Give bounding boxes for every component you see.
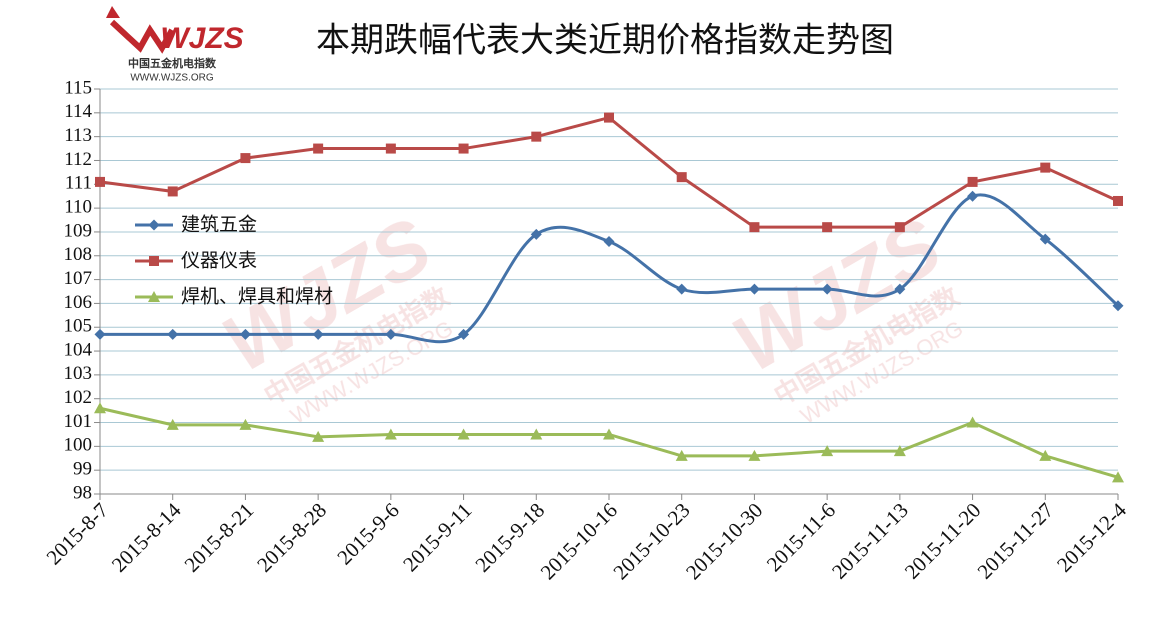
data-point — [748, 449, 761, 461]
y-tick-label: 100 — [64, 435, 93, 456]
x-tick-label: 2015-9-6 — [332, 498, 403, 569]
data-point — [531, 131, 542, 142]
legend-marker — [149, 256, 159, 266]
data-point — [94, 328, 106, 340]
data-point — [240, 153, 251, 164]
data-point — [1040, 162, 1051, 173]
data-point — [894, 222, 905, 233]
x-tick-label: 2015-12-4 — [1052, 498, 1131, 577]
data-point — [166, 418, 179, 430]
data-point — [384, 428, 397, 440]
logo-name: 中国五金机电指数 — [128, 56, 217, 70]
y-tick-label: 103 — [64, 363, 93, 384]
y-tick-label: 114 — [64, 101, 92, 122]
x-tick-label: 2015-10-16 — [536, 498, 622, 584]
data-point — [95, 176, 105, 187]
data-point — [530, 428, 543, 440]
data-point — [821, 283, 833, 295]
x-tick-label: 2015-11-20 — [900, 498, 986, 584]
data-point — [530, 228, 542, 240]
y-tick-label: 99 — [73, 459, 92, 480]
watermark: WJZS 中国五金机电指数 WWW.WJZS.ORG — [718, 200, 967, 428]
data-point — [1039, 233, 1051, 245]
legend-label: 仪器仪表 — [181, 250, 257, 272]
chart-title: 本期跌幅代表大类近期价格指数走势图 — [316, 21, 894, 61]
series-line — [99, 406, 1119, 479]
data-point — [457, 428, 470, 440]
y-tick-label: 102 — [64, 387, 93, 408]
data-point — [821, 445, 834, 457]
data-point — [604, 112, 614, 123]
y-tick-label: 105 — [64, 316, 93, 337]
y-tick-label: 112 — [64, 149, 92, 170]
y-tick-label: 111 — [65, 173, 92, 194]
legend-label: 建筑五金 — [181, 214, 257, 236]
y-tick-label: 109 — [64, 220, 93, 241]
data-point — [239, 328, 251, 340]
watermark: WJZS 中国五金机电指数 WWW.WJZS.ORG — [208, 200, 457, 428]
data-point — [967, 176, 978, 187]
y-tick-label: 104 — [64, 339, 93, 360]
y-tick-label: 108 — [64, 244, 93, 265]
data-point — [676, 283, 688, 295]
data-point — [893, 445, 906, 457]
x-tick-label: 2015-8-7 — [42, 498, 113, 569]
logo-arrowhead — [106, 6, 120, 18]
data-point — [458, 328, 470, 340]
series-line — [99, 115, 1119, 229]
data-point — [385, 143, 396, 154]
logo-arrow — [109, 19, 175, 54]
data-point — [1112, 300, 1124, 312]
x-tick-label: 2015-8-21 — [180, 498, 259, 577]
data-point — [1039, 449, 1052, 461]
data-point — [603, 428, 615, 440]
legend-marker — [148, 291, 160, 302]
data-point — [458, 143, 469, 154]
data-point — [385, 328, 397, 340]
data-point — [313, 143, 324, 154]
data-point — [239, 418, 252, 430]
x-tick-label: 2015-11-27 — [973, 498, 1059, 584]
y-tick-label: 115 — [64, 77, 92, 98]
data-point — [603, 235, 615, 247]
data-point — [748, 283, 760, 295]
legend-label: 焊机、焊具和焊材 — [181, 286, 333, 308]
logo: WJZS 中国五金机电指数 WWW.WJZS.ORG — [106, 6, 244, 84]
y-tick-label: 107 — [64, 268, 93, 289]
y-tick-label: 106 — [64, 292, 93, 313]
data-point — [312, 430, 325, 442]
data-point — [894, 283, 906, 295]
data-point — [676, 172, 687, 183]
data-point — [167, 186, 178, 197]
data-point — [966, 416, 979, 428]
data-point — [675, 449, 688, 461]
y-tick-label: 101 — [64, 411, 93, 432]
data-point — [1113, 195, 1123, 206]
data-point — [749, 222, 760, 233]
data-point — [312, 328, 324, 340]
x-tick-label: 2015-10-30 — [681, 498, 767, 584]
data-point — [967, 190, 979, 202]
x-tick-label: 2015-8-14 — [107, 498, 186, 577]
x-tick-label: 2015-10-23 — [608, 498, 694, 584]
data-point — [167, 328, 179, 340]
data-point — [1112, 471, 1124, 483]
data-point — [94, 402, 106, 414]
legend-marker — [148, 219, 160, 231]
x-tick-label: 2015-8-28 — [252, 498, 331, 577]
y-tick-label: 98 — [73, 482, 92, 503]
logo-url: WWW.WJZS.ORG — [130, 73, 214, 84]
x-tick-label: 2015-9-11 — [398, 498, 476, 576]
x-tick-label: 2015-11-13 — [827, 498, 913, 584]
y-tick-label: 110 — [64, 196, 92, 217]
data-point — [822, 222, 833, 233]
logo-mark: WJZS — [160, 22, 243, 55]
y-tick-label: 113 — [64, 125, 92, 146]
